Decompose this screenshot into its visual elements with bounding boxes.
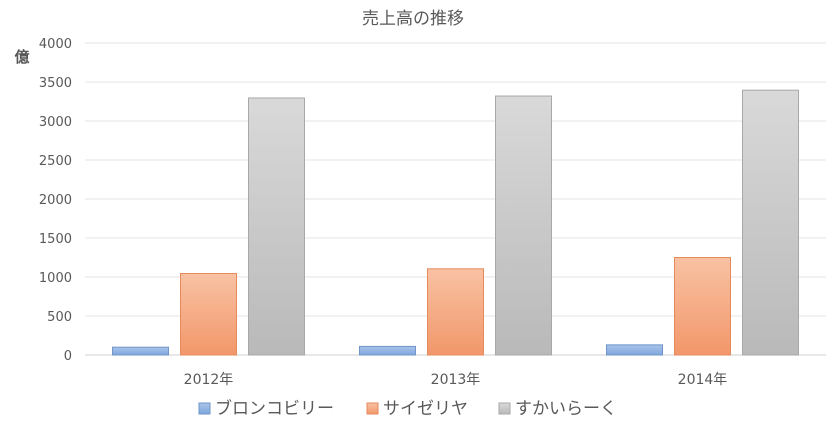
bar-2-3	[674, 257, 731, 356]
y-tick-label: 1000	[39, 271, 72, 286]
legend-label: サイゼリヤ	[383, 399, 468, 419]
y-tick-label: 3500	[39, 76, 72, 91]
legend-label: すかいらーく	[515, 399, 617, 419]
chart-title: 売上高の推移	[362, 9, 464, 29]
y-tick-label: 4000	[39, 37, 72, 52]
y-tick-label: 0	[64, 349, 72, 364]
y-tick-label: 2500	[39, 154, 72, 169]
bar-1-2	[359, 345, 416, 356]
y-axis-ticks: 0 500 1000 1500 2000 2500 3000 3500 4000	[39, 37, 72, 364]
y-tick-label: 3000	[39, 115, 72, 130]
legend-swatch	[198, 402, 211, 415]
bar-1-1	[112, 346, 169, 356]
x-tick-label: 2012年	[184, 372, 234, 388]
legend-label: ブロンコビリー	[215, 398, 334, 419]
legend: ブロンコビリー サイゼリヤ すかいらーく	[198, 398, 617, 419]
bar-2-1	[180, 272, 237, 356]
x-tick-label: 2013年	[431, 372, 481, 388]
bars	[112, 89, 799, 356]
bar-3-3	[742, 89, 799, 356]
y-tick-label: 500	[47, 310, 72, 325]
bar-1-3	[606, 344, 663, 356]
y-tick-label: 1500	[39, 232, 72, 247]
y-tick-label: 2000	[39, 193, 72, 208]
y-axis-label: 億	[14, 48, 29, 66]
bar-2-2	[427, 268, 484, 356]
x-axis-ticks: 2012年 2013年 2014年	[184, 372, 728, 388]
bar-3-2	[495, 95, 552, 356]
legend-swatch	[498, 402, 511, 415]
legend-swatch	[366, 402, 379, 415]
x-tick-label: 2014年	[678, 372, 728, 388]
bar-3-1	[248, 97, 305, 356]
